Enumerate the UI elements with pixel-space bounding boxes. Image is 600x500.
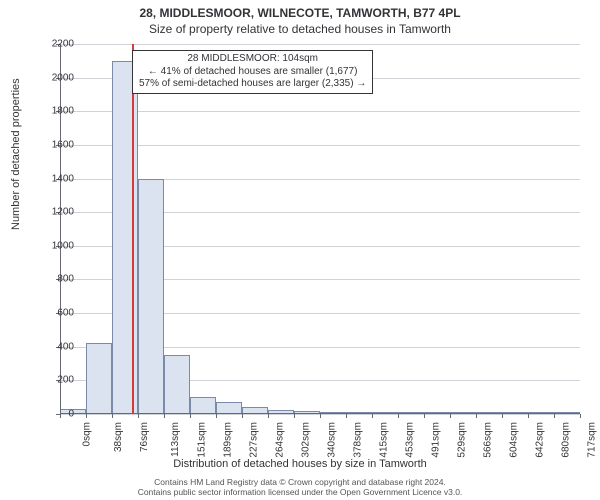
ytick-label: 0	[34, 409, 74, 420]
property-marker-line	[132, 44, 134, 414]
xtick-label: 302sqm	[301, 422, 312, 458]
xtick-mark	[294, 414, 295, 418]
xtick-mark	[398, 414, 399, 418]
title-main: 28, MIDDLESMOOR, WILNECOTE, TAMWORTH, B7…	[0, 0, 600, 20]
histogram-bar	[112, 61, 138, 414]
histogram-bar	[86, 343, 112, 414]
xtick-mark	[138, 414, 139, 418]
plot-region	[60, 44, 580, 414]
xtick-label: 113sqm	[170, 422, 181, 457]
xtick-mark	[164, 414, 165, 418]
footer-attribution: Contains HM Land Registry data © Crown c…	[0, 478, 600, 498]
ytick-label: 1600	[34, 139, 74, 150]
grid-line	[60, 44, 580, 45]
ytick-label: 1000	[34, 240, 74, 251]
title-sub: Size of property relative to detached ho…	[0, 20, 600, 36]
xtick-label: 680sqm	[561, 422, 572, 458]
xtick-mark	[372, 414, 373, 418]
xtick-label: 378sqm	[353, 422, 364, 458]
xtick-mark	[450, 414, 451, 418]
x-axis-label: Distribution of detached houses by size …	[0, 458, 600, 470]
xtick-mark	[320, 414, 321, 418]
xtick-label: 151sqm	[197, 422, 208, 458]
xtick-label: 76sqm	[139, 422, 150, 452]
annotation-box: 28 MIDDLESMOOR: 104sqm← 41% of detached …	[132, 50, 373, 94]
ytick-label: 1200	[34, 207, 74, 218]
xtick-mark	[112, 414, 113, 418]
ytick-label: 400	[34, 341, 74, 352]
xtick-mark	[580, 414, 581, 418]
xtick-label: 227sqm	[249, 422, 260, 458]
xtick-label: 717sqm	[587, 422, 598, 458]
xtick-label: 453sqm	[405, 422, 416, 458]
ytick-label: 800	[34, 274, 74, 285]
xtick-mark	[86, 414, 87, 418]
xtick-label: 566sqm	[483, 422, 494, 458]
y-axis-label: Number of detached properties	[10, 78, 22, 230]
xtick-mark	[476, 414, 477, 418]
xtick-mark	[242, 414, 243, 418]
xtick-label: 189sqm	[223, 422, 234, 458]
xtick-mark	[424, 414, 425, 418]
xtick-label: 642sqm	[535, 422, 546, 458]
xtick-mark	[268, 414, 269, 418]
annotation-line: 57% of semi-detached houses are larger (…	[139, 78, 366, 91]
grid-line	[60, 111, 580, 112]
grid-line	[60, 145, 580, 146]
xtick-label: 529sqm	[457, 422, 468, 458]
xtick-mark	[216, 414, 217, 418]
annotation-line: 28 MIDDLESMOOR: 104sqm	[139, 53, 366, 66]
histogram-bar	[164, 355, 190, 414]
xtick-label: 0sqm	[81, 422, 92, 446]
xtick-label: 340sqm	[327, 422, 338, 458]
xtick-mark	[190, 414, 191, 418]
chart-area	[60, 44, 580, 414]
xtick-mark	[528, 414, 529, 418]
histogram-bar	[190, 397, 216, 414]
xtick-label: 604sqm	[509, 422, 520, 458]
xtick-label: 264sqm	[275, 422, 286, 458]
xtick-mark	[346, 414, 347, 418]
histogram-bar	[138, 179, 164, 414]
xtick-mark	[502, 414, 503, 418]
annotation-line: ← 41% of detached houses are smaller (1,…	[139, 66, 366, 79]
xtick-label: 491sqm	[431, 422, 442, 458]
ytick-label: 2200	[34, 39, 74, 50]
xtick-label: 38sqm	[113, 422, 124, 452]
ytick-label: 200	[34, 375, 74, 386]
xtick-label: 415sqm	[379, 422, 390, 458]
ytick-label: 600	[34, 308, 74, 319]
footer-line-2: Contains public sector information licen…	[0, 488, 600, 498]
xtick-mark	[554, 414, 555, 418]
ytick-label: 2000	[34, 72, 74, 83]
y-axis-line	[60, 44, 61, 414]
ytick-label: 1800	[34, 106, 74, 117]
ytick-label: 1400	[34, 173, 74, 184]
